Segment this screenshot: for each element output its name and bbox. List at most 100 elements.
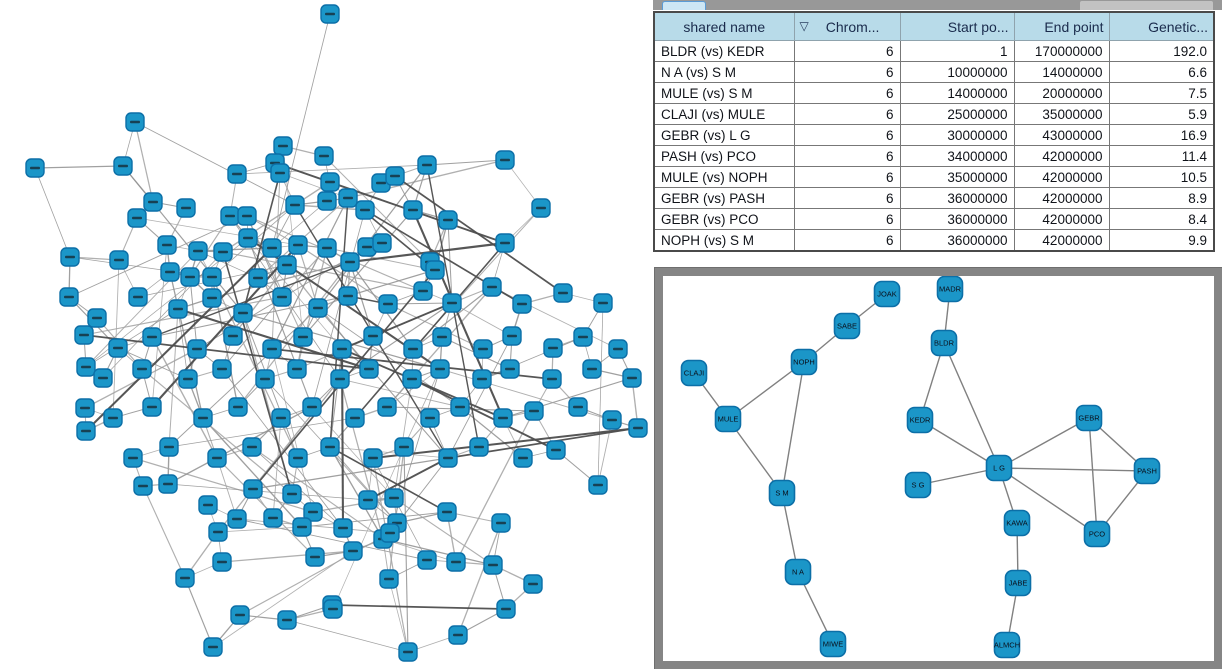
cell-shared-name[interactable]: CLAJI (vs) MULE (653, 103, 795, 125)
graph-node-MIWE[interactable] (819, 630, 847, 658)
active-tab-fragment[interactable] (662, 1, 706, 10)
graph-edge-KEDR-LG[interactable] (919, 419, 1000, 469)
cell-value[interactable]: 36000000 (899, 187, 1015, 209)
cell-value[interactable]: 8.4 (1108, 208, 1215, 230)
graph-node-LG[interactable] (985, 454, 1013, 482)
cell-value[interactable]: 6.6 (1108, 61, 1215, 83)
cell-shared-name[interactable]: PASH (vs) PCO (653, 145, 795, 167)
table-row[interactable]: PASH (vs) PCO 6 34000000 42000000 11.4 (653, 145, 1215, 167)
column-header-genetic-[interactable]: Genetic... (1108, 11, 1215, 41)
cell-value[interactable]: 25000000 (899, 103, 1015, 125)
graph-edge-LG-GEBR[interactable] (998, 417, 1090, 469)
cell-value[interactable]: 192.0 (1108, 40, 1215, 62)
graph-node-KAWA[interactable] (1003, 509, 1031, 537)
cell-value[interactable]: 42000000 (1013, 208, 1110, 230)
cell-shared-name[interactable]: GEBR (vs) L G (653, 124, 795, 146)
cell-value[interactable]: 30000000 (899, 124, 1015, 146)
cell-value[interactable]: 6 (793, 103, 901, 125)
cell-value[interactable]: 42000000 (1013, 187, 1110, 209)
cell-value[interactable]: 6 (793, 40, 901, 62)
column-header-end-point[interactable]: End point (1013, 11, 1110, 41)
filter-funnel-icon[interactable]: ▽ (799, 18, 809, 33)
cell-value[interactable]: 36000000 (899, 229, 1015, 252)
cell-value[interactable]: 10.5 (1108, 166, 1215, 188)
cell-shared-name[interactable]: BLDR (vs) KEDR (653, 40, 795, 62)
table-row[interactable]: CLAJI (vs) MULE 6 25000000 35000000 5.9 (653, 103, 1215, 125)
cell-value[interactable]: 1 (899, 40, 1015, 62)
cell-value[interactable]: 42000000 (1013, 229, 1110, 252)
cell-value[interactable]: 10000000 (899, 61, 1015, 83)
graph-node-SABE[interactable] (833, 312, 861, 340)
column-header-chrom-[interactable]: ▽ Chrom... (793, 11, 901, 41)
table-row[interactable]: GEBR (vs) PASH 6 36000000 42000000 8.9 (653, 187, 1215, 209)
cell-value[interactable]: 5.9 (1108, 103, 1215, 125)
graph-node-PCO[interactable] (1083, 520, 1111, 548)
graph-node-JABE[interactable] (1004, 569, 1032, 597)
graph-node-ALMCH[interactable] (993, 631, 1021, 659)
cell-value[interactable]: 14000000 (1013, 61, 1110, 83)
graph-node-GEBR[interactable] (1075, 404, 1103, 432)
column-header-start-po-[interactable]: Start po... (899, 11, 1015, 41)
cell-value[interactable]: 16.9 (1108, 124, 1215, 146)
cell-value[interactable]: 9.9 (1108, 229, 1215, 252)
cell-shared-name[interactable]: N A (vs) S M (653, 61, 795, 83)
cell-value[interactable]: 6 (793, 208, 901, 230)
cell-value[interactable]: 6 (793, 229, 901, 252)
inactive-tab-fragment[interactable] (1080, 1, 1213, 10)
cell-value[interactable]: 14000000 (899, 82, 1015, 104)
cell-value[interactable]: 6 (793, 166, 901, 188)
graph-node-NOPH[interactable] (790, 348, 818, 376)
cell-value[interactable]: 8.9 (1108, 187, 1215, 209)
cell-shared-name[interactable]: MULE (vs) NOPH (653, 166, 795, 188)
cell-shared-name[interactable]: GEBR (vs) PCO (653, 208, 795, 230)
table-row[interactable]: GEBR (vs) PCO 6 36000000 42000000 8.4 (653, 208, 1215, 230)
cell-value[interactable]: 35000000 (899, 166, 1015, 188)
node-label (587, 367, 597, 371)
node-label (422, 558, 432, 562)
graph-node-NA[interactable] (784, 558, 812, 586)
cell-value[interactable]: 36000000 (899, 208, 1015, 230)
cell-shared-name[interactable]: MULE (vs) S M (653, 82, 795, 104)
graph-node-MULE[interactable] (714, 405, 742, 433)
node-label (293, 456, 303, 460)
cell-value[interactable]: 43000000 (1013, 124, 1110, 146)
graph-node-KEDR[interactable] (906, 406, 934, 434)
graph-edge-LG-PASH[interactable] (998, 467, 1148, 472)
table-row[interactable]: NOPH (vs) S M 6 36000000 42000000 9.9 (653, 229, 1215, 252)
graph-edge-NOPH-MULE[interactable] (727, 361, 805, 420)
graph-edge-LG-PCO[interactable] (998, 467, 1098, 535)
table-row[interactable]: N A (vs) S M 6 10000000 14000000 6.6 (653, 61, 1215, 83)
graph-edge-NOPH-SM[interactable] (781, 361, 805, 494)
graph-edge-GEBR-PCO[interactable] (1088, 417, 1098, 535)
cell-value[interactable]: 170000000 (1013, 40, 1110, 62)
cell-value[interactable]: 35000000 (1013, 103, 1110, 125)
cell-value[interactable]: 42000000 (1013, 166, 1110, 188)
table-row[interactable]: GEBR (vs) L G 6 30000000 43000000 16.9 (653, 124, 1215, 146)
cell-value[interactable]: 34000000 (899, 145, 1015, 167)
graph-node-SM[interactable] (768, 479, 796, 507)
graph-node-PASH[interactable] (1133, 457, 1161, 485)
graph-edge-SG-LG[interactable] (917, 467, 1000, 486)
node-label (362, 245, 372, 249)
cell-value[interactable]: 6 (793, 82, 901, 104)
cell-shared-name[interactable]: NOPH (vs) S M (653, 229, 795, 252)
graph-node-MADR[interactable] (936, 276, 964, 303)
cell-value[interactable]: 7.5 (1108, 82, 1215, 104)
table-row[interactable]: MULE (vs) S M 6 14000000 20000000 7.5 (653, 82, 1215, 104)
cell-value[interactable]: 6 (793, 61, 901, 83)
cell-value[interactable]: 20000000 (1013, 82, 1110, 104)
graph-node-BLDR[interactable] (930, 329, 958, 357)
table-row[interactable]: BLDR (vs) KEDR 6 1 170000000 192.0 (653, 40, 1215, 62)
cell-value[interactable]: 6 (793, 145, 901, 167)
cell-value[interactable]: 11.4 (1108, 145, 1215, 167)
cell-value[interactable]: 6 (793, 124, 901, 146)
cell-value[interactable]: 42000000 (1013, 145, 1110, 167)
graph-node-JOAK[interactable] (873, 280, 901, 308)
column-header-shared-name[interactable]: shared name (653, 11, 795, 41)
graph-node-CLAJI[interactable] (680, 359, 708, 387)
graph-node-SG[interactable] (904, 471, 932, 499)
table-row[interactable]: MULE (vs) NOPH 6 35000000 42000000 10.5 (653, 166, 1215, 188)
cell-value[interactable]: 6 (793, 187, 901, 209)
cell-shared-name[interactable]: GEBR (vs) PASH (653, 187, 795, 209)
graph-edge-BLDR-LG[interactable] (943, 342, 1000, 469)
